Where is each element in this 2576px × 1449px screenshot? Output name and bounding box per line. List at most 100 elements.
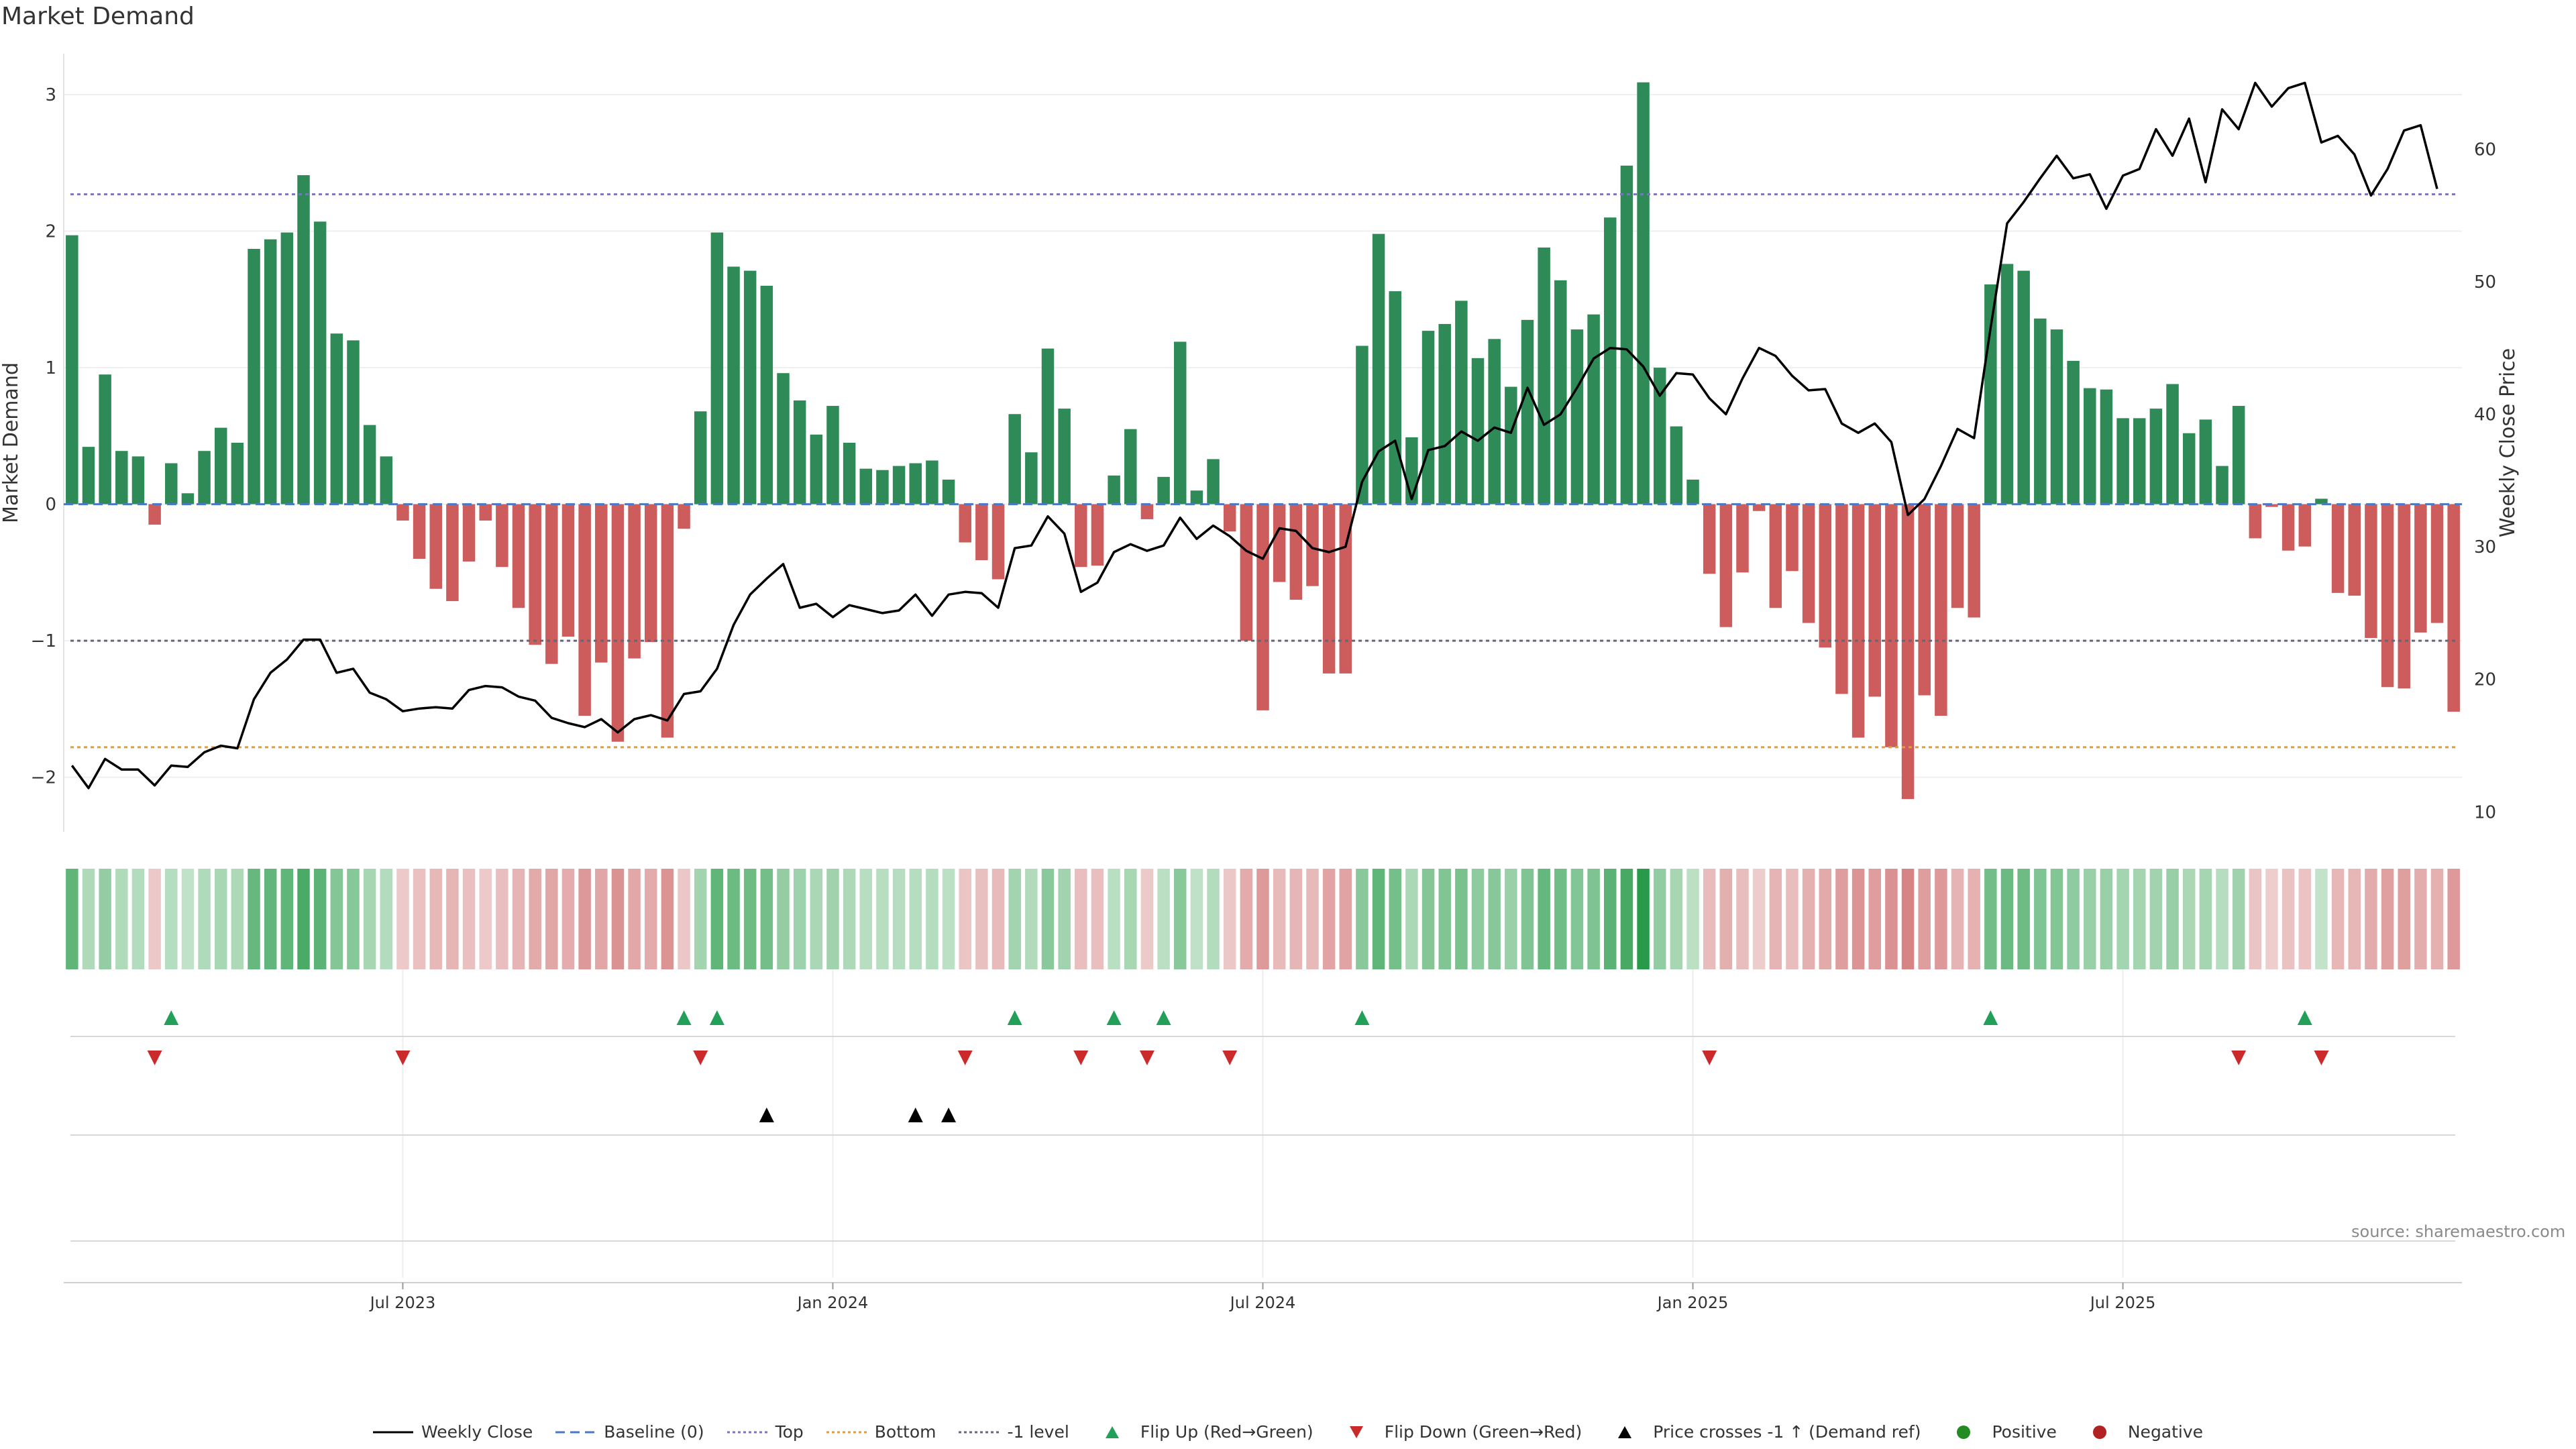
heat-cell (2100, 869, 2113, 969)
demand-bar (1372, 233, 1385, 504)
demand-bar (2166, 384, 2179, 504)
demand-bar (561, 504, 575, 637)
heat-cell (446, 869, 459, 969)
demand-bar (2430, 504, 2444, 623)
demand-bar (2216, 466, 2229, 504)
flip-down-marker (1073, 1051, 1089, 1065)
demand-bar (165, 463, 178, 504)
demand-bar (2116, 418, 2129, 504)
heat-cell (248, 869, 260, 969)
demand-bar (2199, 419, 2212, 504)
y2-tick-label: 20 (2474, 670, 2496, 690)
heat-cell (1570, 869, 1584, 969)
heat-cell (1653, 869, 1666, 969)
legend-swatch-dotted-icon (826, 1431, 867, 1433)
heat-cell (1935, 869, 1947, 969)
heat-cell (1802, 869, 1815, 969)
heat-cell (2149, 869, 2163, 969)
heat-cell (777, 869, 790, 969)
heat-cell (380, 869, 393, 969)
demand-bar (694, 411, 707, 504)
demand-bar (2447, 504, 2460, 712)
heat-cell (760, 869, 773, 969)
heat-cell (2331, 869, 2345, 969)
y-tick-label: 2 (45, 222, 56, 242)
price-cross-marker (941, 1108, 957, 1122)
x-tick-label: Jan 2024 (796, 1293, 869, 1312)
heat-cell (727, 869, 740, 969)
heat-cell (1786, 869, 1799, 969)
legend-item-weekly-close: Weekly Close (372, 1422, 533, 1442)
demand-bar (264, 239, 277, 504)
demand-bar (2067, 360, 2080, 504)
flip-down-marker (693, 1051, 708, 1065)
demand-bar (678, 504, 690, 529)
heat-cell (843, 869, 856, 969)
triangle-up-icon (1618, 1426, 1632, 1438)
heat-cell (909, 869, 922, 969)
demand-bar (1140, 504, 1154, 519)
heat-cell (1637, 869, 1650, 969)
heat-cell (1124, 869, 1137, 969)
demand-bar (810, 434, 823, 504)
demand-bar (926, 460, 938, 504)
demand-bar (1653, 368, 1666, 504)
source-note: source: sharemaestro.com (2351, 1222, 2566, 1241)
heat-cell (611, 869, 625, 969)
heat-cell (694, 869, 707, 969)
demand-bar (1389, 291, 1401, 504)
demand-bar (1570, 329, 1584, 504)
heat-cell (2116, 869, 2129, 969)
heat-cell (1951, 869, 1964, 969)
triangle-up-icon (1105, 1426, 1119, 1438)
dot-icon (2092, 1425, 2106, 1439)
legend-item-top: Top (727, 1422, 804, 1442)
legend-swatch-dotted-icon (727, 1431, 767, 1433)
demand-bar (1984, 284, 1997, 504)
y2-tick-label: 50 (2474, 272, 2496, 292)
demand-bar (1686, 479, 1699, 504)
demand-bar (1918, 504, 1931, 696)
y2-tick-label: 60 (2474, 140, 2496, 160)
demand-bar (330, 333, 343, 504)
demand-bar (148, 504, 161, 525)
demand-bar (82, 447, 95, 504)
legend-label: Weekly Close (421, 1422, 533, 1442)
heat-cell (313, 869, 327, 969)
demand-bar (396, 504, 409, 521)
legend-label: Top (775, 1422, 804, 1442)
heat-cell (2381, 869, 2394, 969)
demand-bar (793, 400, 806, 504)
heat-cell (1769, 869, 1782, 969)
demand-bar (1885, 504, 1898, 747)
demand-bar (1719, 504, 1733, 627)
heat-cell (1885, 869, 1898, 969)
legend-label: Price crosses -1 ↑ (Demand ref) (1653, 1422, 1921, 1442)
flip-up-marker (709, 1010, 724, 1025)
demand-bar (1421, 331, 1435, 504)
heat-cell (1587, 869, 1600, 969)
demand-bar (1521, 319, 1534, 504)
heat-cell (1901, 869, 1915, 969)
heat-cell (1703, 869, 1716, 969)
heat-cell (363, 869, 376, 969)
heat-cell (214, 869, 227, 969)
demand-bar (181, 493, 195, 504)
heat-cell (793, 869, 806, 969)
demand-bar (1554, 280, 1567, 504)
demand-bar (1256, 504, 1269, 710)
demand-bar (859, 468, 873, 504)
heat-cell (2447, 869, 2460, 969)
demand-bar (2232, 406, 2245, 504)
y2-axis-title: Weekly Close Price (2496, 348, 2520, 537)
y-tick-label: 3 (45, 85, 56, 105)
demand-bar (297, 175, 310, 504)
heat-cell (512, 869, 525, 969)
x-tick-label: Jul 2025 (2089, 1293, 2156, 1312)
flip-up-marker (1983, 1010, 1998, 1025)
demand-bar (876, 470, 889, 504)
heat-cell (165, 869, 178, 969)
heat-cell (1620, 869, 1633, 969)
heat-cell (2017, 869, 2030, 969)
heat-cell (347, 869, 360, 969)
